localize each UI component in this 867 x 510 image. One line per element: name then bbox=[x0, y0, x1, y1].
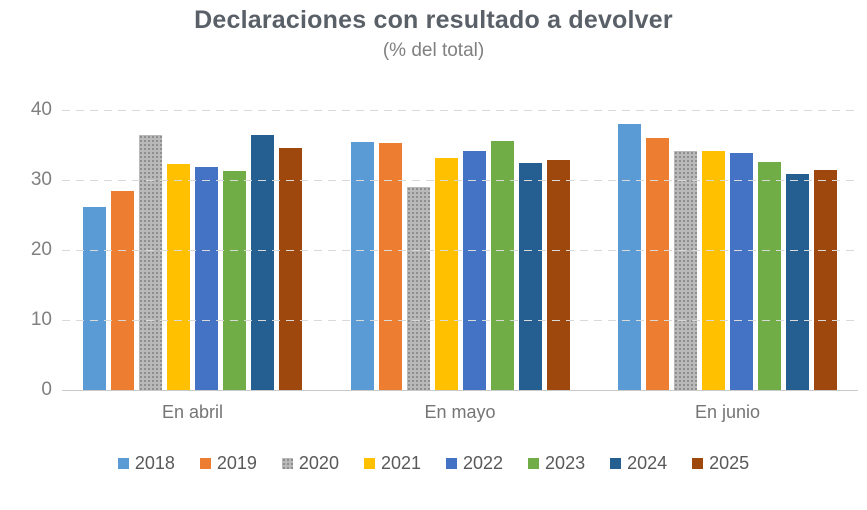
x-category-label-en-junio: En junio bbox=[694, 402, 761, 422]
legend-label-2018: 2018 bbox=[134, 453, 175, 473]
bar-2020-en-abril bbox=[139, 135, 162, 390]
legend-item-2018: 2018 bbox=[117, 453, 175, 474]
legend-label-2023: 2023 bbox=[545, 453, 586, 473]
legend-item-2025: 2025 bbox=[692, 453, 749, 474]
bar-2019-en-mayo bbox=[378, 142, 402, 390]
bar-group-en-abril bbox=[83, 110, 302, 390]
chart-subtitle: (% del total) bbox=[382, 40, 485, 61]
legend-swatch-2023 bbox=[528, 458, 540, 469]
legend-label-2022: 2022 bbox=[463, 453, 504, 473]
bar-2024-en-junio bbox=[786, 174, 809, 390]
legend: 2018 2019 2020 2021 2022 2023 2024 2025 bbox=[0, 453, 867, 474]
bar-group-en-mayo bbox=[350, 110, 570, 390]
bar-2018-en-junio bbox=[618, 124, 641, 390]
legend-swatch-2021 bbox=[363, 458, 375, 469]
legend-swatch-2025 bbox=[692, 458, 704, 469]
bar-2019-en-abril bbox=[111, 190, 134, 390]
bar-2022-en-abril bbox=[195, 167, 218, 390]
y-tick-label-0: 0 bbox=[41, 379, 52, 400]
bar-2025-en-junio bbox=[814, 169, 837, 390]
bar-2020-en-junio bbox=[674, 150, 697, 390]
y-tick-label-10: 10 bbox=[30, 309, 52, 330]
bar-2018-en-abril bbox=[83, 206, 106, 390]
legend-swatch-2019 bbox=[199, 458, 211, 469]
legend-label-2020: 2020 bbox=[298, 453, 339, 473]
legend-item-2020: 2020 bbox=[281, 453, 339, 474]
gridline-20 bbox=[62, 250, 858, 251]
bar-2021-en-abril bbox=[167, 163, 190, 390]
bar-groups bbox=[62, 110, 858, 390]
bar-2021-en-mayo bbox=[434, 157, 458, 390]
plot-area bbox=[62, 110, 858, 391]
x-axis-category-labels: En abril En mayo En junio bbox=[62, 402, 858, 423]
bar-2022-en-mayo bbox=[462, 150, 486, 390]
legend-label-2025: 2025 bbox=[709, 453, 750, 473]
bar-2024-en-mayo bbox=[518, 163, 542, 390]
legend-label-2024: 2024 bbox=[627, 453, 668, 473]
y-tick-label-40: 40 bbox=[30, 99, 52, 120]
legend-swatch-2024 bbox=[610, 458, 622, 469]
bar-2025-en-abril bbox=[279, 147, 302, 390]
legend-swatch-2020 bbox=[281, 458, 293, 469]
legend-item-2019: 2019 bbox=[199, 453, 257, 474]
bar-2022-en-junio bbox=[730, 152, 753, 390]
gridline-30 bbox=[62, 180, 858, 181]
x-category-label-en-mayo: En mayo bbox=[424, 402, 496, 422]
bar-2019-en-junio bbox=[646, 138, 669, 390]
y-tick-label-30: 30 bbox=[30, 169, 52, 190]
x-category-label-en-abril: En abril bbox=[161, 402, 224, 422]
bar-2023-en-junio bbox=[758, 161, 781, 390]
bar-2023-en-mayo bbox=[490, 140, 514, 390]
legend-swatch-2018 bbox=[117, 458, 129, 469]
bar-2023-en-abril bbox=[223, 170, 246, 390]
legend-item-2021: 2021 bbox=[363, 453, 421, 474]
legend-label-2019: 2019 bbox=[216, 453, 257, 473]
legend-swatch-2022 bbox=[446, 458, 457, 469]
gridline-10 bbox=[62, 320, 858, 321]
legend-item-2023: 2023 bbox=[528, 453, 585, 474]
legend-item-2024: 2024 bbox=[610, 453, 667, 474]
bar-group-en-junio bbox=[618, 110, 837, 390]
bar-2021-en-junio bbox=[702, 151, 725, 390]
legend-label-2021: 2021 bbox=[380, 453, 421, 473]
bar-2020-en-mayo bbox=[406, 187, 430, 390]
y-tick-label-20: 20 bbox=[30, 239, 52, 260]
gridline-40 bbox=[62, 110, 858, 111]
legend-item-2022: 2022 bbox=[446, 453, 503, 474]
bar-2024-en-abril bbox=[251, 134, 274, 390]
bar-2025-en-mayo bbox=[546, 159, 570, 390]
chart-title: Declaraciones con resultado a devolver bbox=[194, 6, 673, 34]
bar-2018-en-mayo bbox=[350, 141, 374, 390]
